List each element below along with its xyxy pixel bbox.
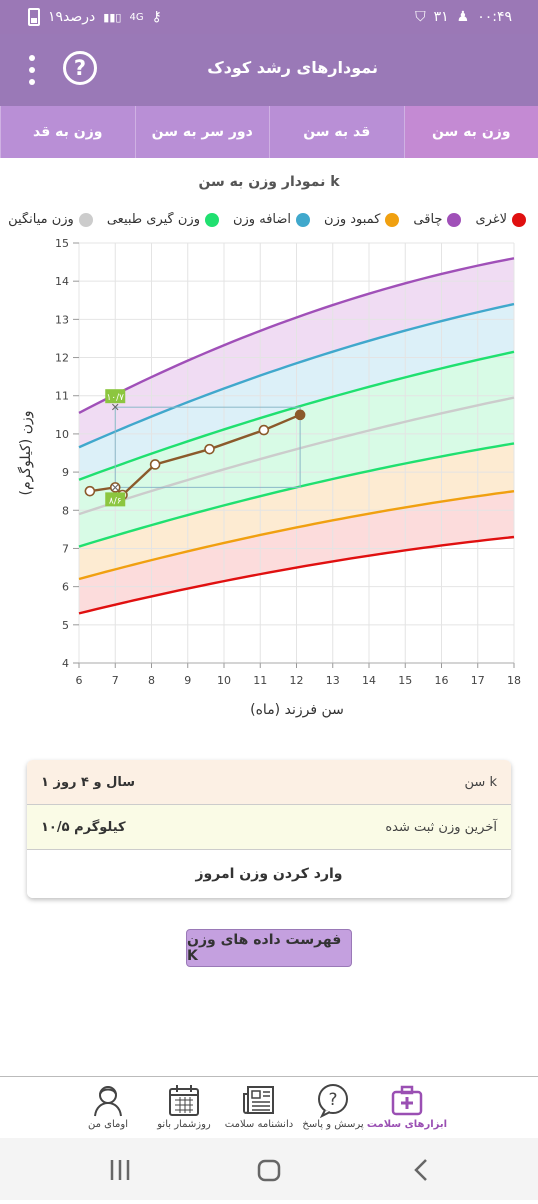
legend-dot: [79, 213, 93, 227]
legend-item: اضافه وزن: [233, 212, 310, 227]
x-tick-label: 9: [184, 674, 191, 686]
tab-head-circumference-for-age[interactable]: دور سر به سن: [135, 106, 270, 158]
x-tick-label: 14: [362, 674, 376, 686]
y-tick-label: 10: [55, 428, 69, 441]
x-axis-label: سن فرزند (ماه): [0, 702, 538, 718]
summary-card: ۱ سال و ۴ روز سن k ۱۰/۵ کیلوگرم آخرین وز…: [27, 760, 511, 898]
more-options-icon[interactable]: [22, 52, 42, 88]
child-weight-point: [259, 426, 268, 435]
weight-for-age-chart: 6 7 8 9 10 11 12 13 14 15 16 17 18 4 5 6 7 8 9 10 11 12 13 14 15…: [0, 236, 538, 686]
legend-label: چاقی: [413, 212, 442, 227]
y-tick-label: 15: [55, 237, 69, 250]
legend-dot: [205, 213, 219, 227]
x-tick-label: 16: [435, 674, 449, 686]
battery-text: ۱۹درصد: [48, 9, 95, 25]
tab-weight-for-height[interactable]: وزن به قد: [0, 106, 135, 158]
legend-label: اضافه وزن: [233, 212, 291, 227]
legend-dot: [385, 213, 399, 227]
y-tick-label: 13: [55, 313, 69, 326]
status-left: ۱۹درصد ▮▮▯ 4G ⚷: [28, 8, 162, 26]
help-button[interactable]: ?: [63, 51, 97, 85]
app-bar: ? نمودارهای رشد کودک: [0, 34, 538, 106]
legend-item: چاقی: [413, 212, 461, 227]
weight-data-list-button[interactable]: فهرست داده های وزن K: [186, 929, 352, 967]
x-tick-label: 17: [471, 674, 485, 686]
y-tick-label: 6: [62, 581, 69, 594]
y-tick-label: 5: [62, 619, 69, 632]
age-row: ۱ سال و ۴ روز سن k: [27, 760, 511, 805]
child-weight-point: [205, 445, 214, 454]
nav-profile-label: اومای من: [63, 1119, 153, 1130]
system-navigation-bar: [0, 1138, 538, 1200]
marker-label: ۱۰/۷: [106, 393, 124, 403]
bottom-navigation: ابزارهای سلامت ? پرسش و پاسخ دانشنامه سل…: [0, 1076, 538, 1138]
tab-height-for-age[interactable]: قد به سن: [269, 106, 404, 158]
recent-apps-button[interactable]: [112, 1160, 128, 1180]
legend-dot: [296, 213, 310, 227]
enter-today-weight-button[interactable]: وارد کردن وزن امروز: [27, 850, 511, 898]
legend-item: کمبود وزن: [324, 212, 399, 227]
app-title: نمودارهای رشد کودک: [207, 58, 378, 77]
legend-label: وزن گیری طبیعی: [107, 212, 200, 227]
age-value: ۱ سال و ۴ روز: [41, 775, 135, 790]
clock: ۰۰:۴۹: [477, 9, 512, 25]
child-weight-point: [151, 460, 160, 469]
y-tick-label: 11: [55, 390, 69, 403]
legend-item: وزن میانگین: [8, 212, 93, 227]
x-tick-label: 15: [398, 674, 412, 686]
marker-label: ۸/۶: [109, 496, 122, 506]
y-tick-label: 9: [62, 466, 69, 479]
y-tick-label: 8: [62, 504, 69, 517]
legend-label: کمبود وزن: [324, 212, 380, 227]
chart-legend: لاغری چاقی کمبود وزن اضافه وزن وزن گیری طبیع…: [0, 212, 538, 234]
chart-title: نمودار وزن به سن k: [0, 174, 538, 190]
y-tick-label: 12: [55, 352, 69, 365]
last-weight-label: آخرین وزن ثبت شده: [385, 820, 497, 835]
status-bar: ۱۹درصد ▮▮▯ 4G ⚷ ⛉ ۳۱ ♟ ۰۰:۴۹: [0, 0, 538, 34]
y-tick-label: 7: [62, 542, 69, 555]
status-right: ⛉ ۳۱ ♟ ۰۰:۴۹: [415, 9, 512, 25]
legend-dot: [512, 213, 526, 227]
x-tick-label: 11: [253, 674, 267, 686]
x-tick-label: 8: [148, 674, 155, 686]
last-weight-row: ۱۰/۵ کیلوگرم آخرین وزن ثبت شده: [27, 805, 511, 850]
legend-label: لاغری: [475, 212, 507, 227]
battery-icon: [28, 8, 40, 26]
legend-dot: [447, 213, 461, 227]
tab-weight-for-age[interactable]: وزن به سن: [404, 106, 538, 158]
network-type: 4G: [129, 12, 143, 23]
child-weight-point: [85, 487, 94, 496]
last-weight-value: ۱۰/۵ کیلوگرم: [41, 820, 126, 835]
notification-count: ۳۱: [434, 9, 449, 25]
legend-item: وزن گیری طبیعی: [107, 212, 219, 227]
x-tick-label: 10: [217, 674, 231, 686]
notification-icon: ♟: [457, 9, 470, 25]
legend-item: لاغری: [475, 212, 526, 227]
child-weight-point: [296, 410, 305, 419]
age-label: سن k: [465, 775, 497, 790]
back-button[interactable]: [416, 1160, 426, 1180]
home-button[interactable]: [259, 1161, 279, 1180]
x-tick-label: 13: [326, 674, 340, 686]
y-tick-label: 4: [62, 657, 69, 670]
legend-label: وزن میانگین: [8, 212, 74, 227]
shield-icon: ⛉: [415, 9, 426, 25]
key-icon: ⚷: [152, 9, 162, 25]
signal-icon: ▮▮▯: [103, 11, 121, 24]
chart-tabs: وزن به سن قد به سن دور سر به سن وزن به ق…: [0, 106, 538, 158]
y-axis-label: وزن (کیلوگرم): [17, 411, 34, 496]
user-avatar-icon: [63, 1081, 153, 1119]
x-tick-label: 6: [76, 674, 83, 686]
x-tick-label: 18: [507, 674, 521, 686]
x-tick-label: 7: [112, 674, 119, 686]
svg-text:?: ?: [328, 1090, 337, 1110]
y-tick-label: 14: [55, 275, 69, 288]
nav-profile[interactable]: اومای من: [63, 1081, 153, 1130]
x-tick-label: 12: [290, 674, 304, 686]
